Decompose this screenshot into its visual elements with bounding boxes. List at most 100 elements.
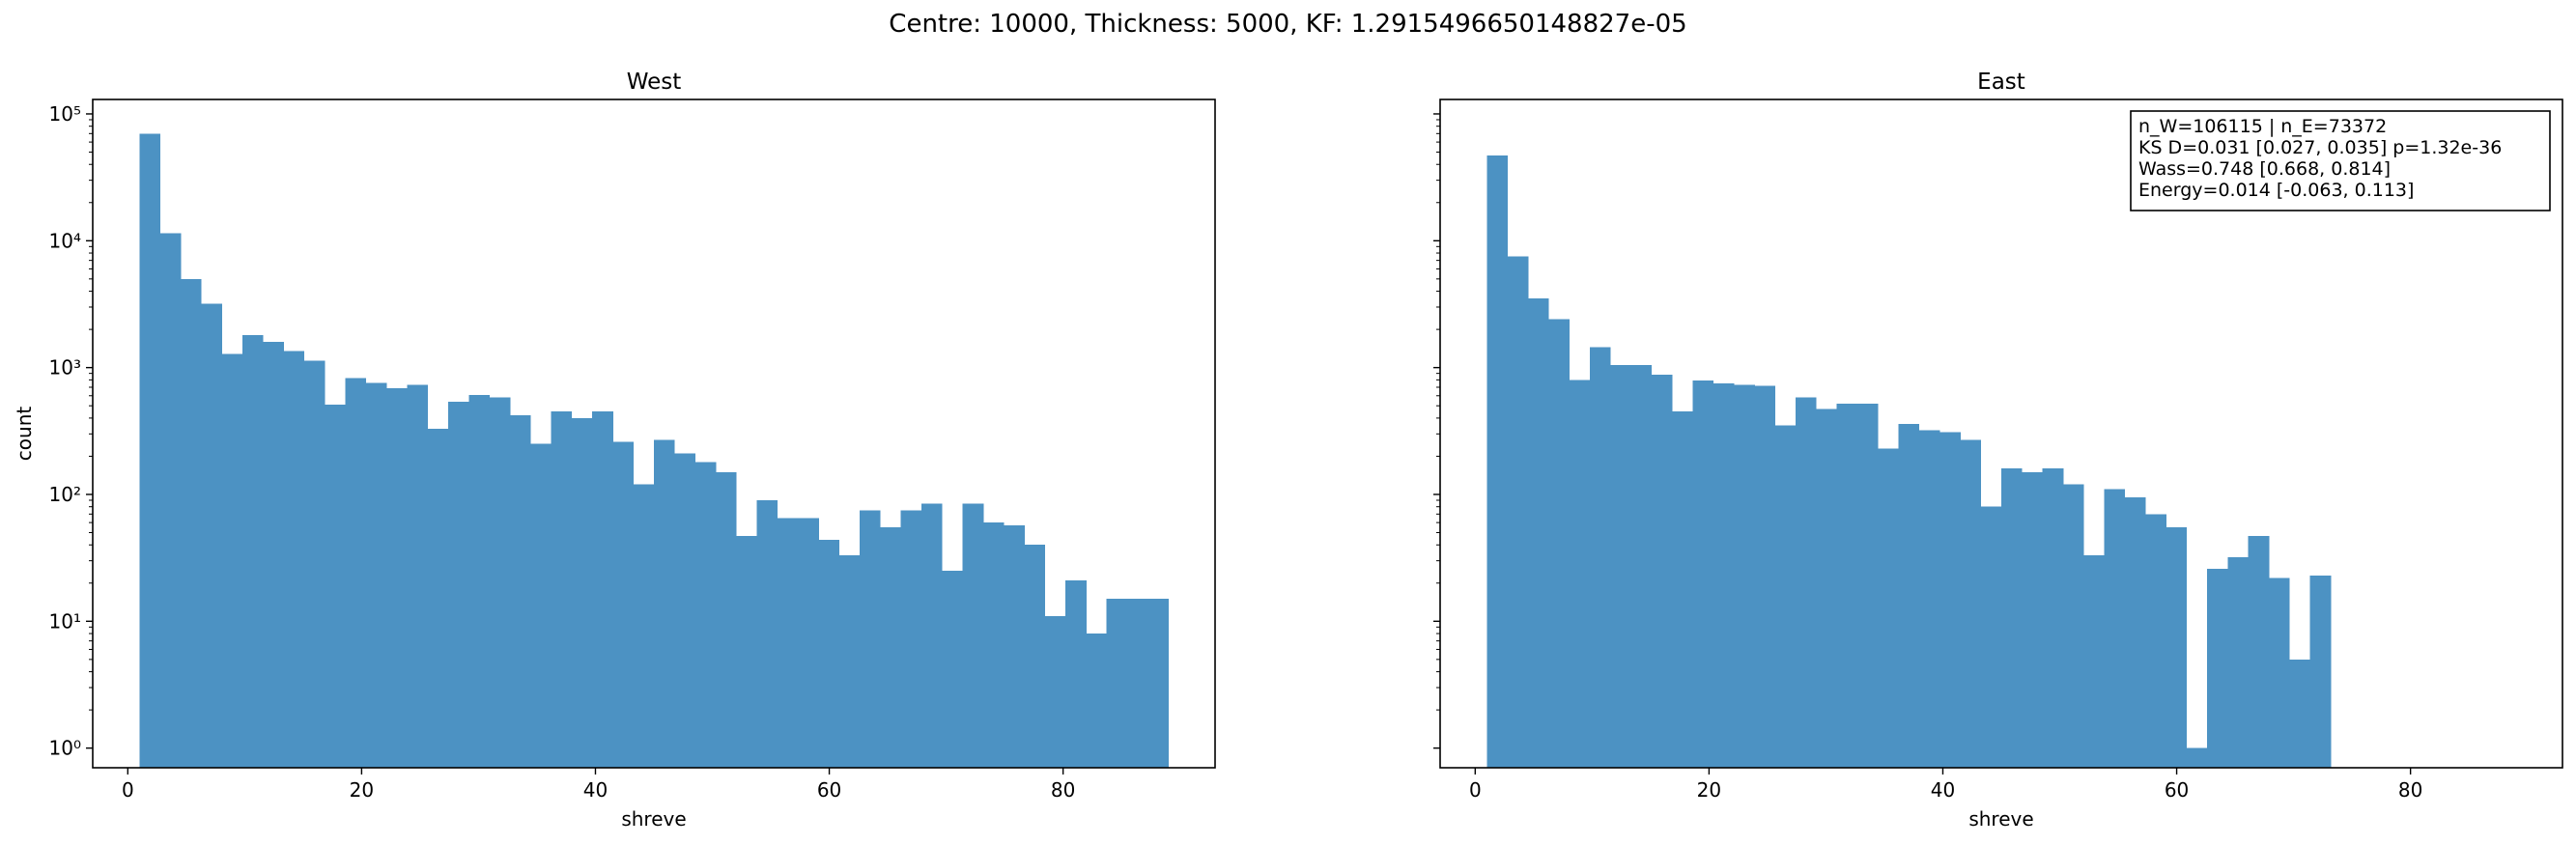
histogram-bar bbox=[489, 397, 511, 768]
histogram-bar bbox=[530, 443, 552, 768]
histogram-bar bbox=[592, 411, 613, 768]
histogram-bar bbox=[1024, 545, 1046, 768]
histogram-bar bbox=[2145, 514, 2166, 768]
histogram-bar bbox=[1004, 525, 1025, 768]
stats-annotation-line: n_W=106115 | n_E=73372 bbox=[2138, 116, 2387, 137]
x-tick-label: 40 bbox=[1931, 778, 1955, 802]
histogram-bar bbox=[2166, 527, 2188, 768]
panel-east: 0 20 40 60 80 East shreve n_W=106115 | n_E=7337… bbox=[1433, 70, 2563, 831]
histogram-bar bbox=[1856, 403, 1879, 768]
histogram-bar bbox=[263, 341, 284, 768]
y-tick-label: 10⁴ bbox=[49, 229, 81, 252]
x-tick-label: 40 bbox=[583, 778, 608, 802]
histogram-bar bbox=[900, 510, 922, 768]
histogram-bar bbox=[2022, 471, 2043, 768]
histogram-bar bbox=[551, 411, 573, 768]
figure-title: Centre: 10000, Thickness: 5000, KF: 1.29… bbox=[889, 10, 1687, 39]
histogram-bar bbox=[159, 233, 182, 768]
histogram-bar bbox=[386, 387, 408, 768]
histogram-bar bbox=[181, 278, 202, 768]
histogram-bar bbox=[325, 405, 346, 768]
histogram-bar bbox=[633, 484, 655, 768]
histogram-bar bbox=[2062, 484, 2084, 768]
histogram-bar bbox=[1734, 384, 1755, 768]
histogram-bar bbox=[1126, 599, 1148, 768]
histogram-bar bbox=[920, 503, 943, 768]
histogram-bar bbox=[1713, 383, 1735, 768]
histogram-bar bbox=[1044, 615, 1066, 768]
x-tick-label: 80 bbox=[1051, 778, 1075, 802]
histogram-bar bbox=[1939, 432, 1961, 768]
histogram-bar bbox=[571, 417, 593, 768]
histogram-bar bbox=[942, 571, 963, 768]
histogram-bar bbox=[1960, 439, 1982, 768]
histogram-bar bbox=[1548, 319, 1571, 768]
histogram-bar bbox=[2248, 536, 2270, 768]
histogram-bar bbox=[1486, 155, 1509, 768]
histogram-bar bbox=[838, 555, 861, 768]
x-tick-label: 20 bbox=[1697, 778, 1721, 802]
histogram-bar bbox=[1507, 256, 1529, 769]
histogram-bar bbox=[1795, 397, 1817, 768]
histogram-bar bbox=[777, 518, 799, 768]
histogram-bar bbox=[654, 439, 675, 768]
histogram-bar bbox=[1086, 634, 1108, 768]
histogram-bar bbox=[2309, 575, 2332, 768]
histogram-bar bbox=[2042, 468, 2064, 768]
y-tick-label: 10¹ bbox=[49, 609, 81, 633]
stats-annotation-line: KS D=0.031 [0.027, 0.035] p=1.32e-36 bbox=[2138, 137, 2502, 158]
histogram-bar bbox=[1672, 411, 1693, 768]
histogram-bar bbox=[2289, 659, 2310, 768]
histogram-bar bbox=[365, 382, 387, 768]
x-axis-label: shreve bbox=[1968, 807, 2033, 831]
histogram-bar bbox=[1836, 403, 1858, 768]
histogram-bar bbox=[1918, 430, 1940, 768]
histogram-bar bbox=[2104, 489, 2126, 768]
histogram-bar bbox=[1528, 298, 1549, 768]
histogram-bar bbox=[674, 453, 695, 768]
x-tick-label: 60 bbox=[817, 778, 841, 802]
y-tick-label: 10⁰ bbox=[49, 737, 81, 760]
histogram-bar bbox=[2124, 496, 2146, 768]
histogram-bar bbox=[427, 428, 449, 768]
x-tick-label: 60 bbox=[2165, 778, 2189, 802]
panel-west: 0 20 40 60 80 10⁰ 10¹ 10² 10³ 10⁴ 10⁵ West shreve cou… bbox=[13, 70, 1216, 831]
histogram-bar bbox=[756, 499, 778, 768]
histogram-bar bbox=[715, 471, 737, 768]
histogram-bar bbox=[2083, 555, 2105, 768]
histogram-bar bbox=[241, 335, 264, 768]
histogram-bar bbox=[139, 133, 161, 768]
histogram-bar bbox=[1065, 580, 1087, 768]
histogram-bar bbox=[1569, 380, 1591, 768]
histogram-bar bbox=[982, 522, 1005, 768]
histogram-bar bbox=[818, 539, 840, 768]
histogram-bar bbox=[303, 360, 326, 768]
histogram-bar bbox=[1106, 599, 1128, 768]
histogram-bar bbox=[283, 351, 305, 768]
histogram-bar bbox=[612, 441, 635, 768]
histogram-bar bbox=[1980, 506, 2002, 768]
histogram-bar bbox=[1610, 364, 1631, 768]
histogram-bar bbox=[880, 527, 902, 768]
histogram-bar bbox=[1692, 380, 1714, 768]
stats-annotation-line: Wass=0.748 [0.668, 0.814] bbox=[2138, 158, 2391, 180]
histogram-bar bbox=[1147, 599, 1169, 768]
axes-title: West bbox=[627, 70, 682, 95]
histogram-bar bbox=[1754, 385, 1776, 768]
stats-annotation-line: Energy=0.014 [-0.063, 0.113] bbox=[2138, 180, 2414, 201]
histogram-bar bbox=[1651, 374, 1673, 768]
y-axis-label: count bbox=[13, 407, 36, 462]
histogram-bar bbox=[798, 518, 819, 768]
histogram-bar bbox=[962, 503, 984, 768]
histogram-bar bbox=[1878, 448, 1899, 768]
histogram-bar bbox=[345, 378, 367, 768]
x-axis-label: shreve bbox=[621, 807, 686, 831]
histogram-bar bbox=[468, 394, 490, 768]
histogram-bar bbox=[1816, 408, 1837, 768]
histogram-bar bbox=[2227, 556, 2250, 768]
axes-title: East bbox=[1977, 70, 2025, 95]
histogram-bar bbox=[694, 462, 717, 768]
stats-annotation-box bbox=[2130, 110, 2551, 211]
histogram-bar bbox=[1589, 347, 1611, 768]
